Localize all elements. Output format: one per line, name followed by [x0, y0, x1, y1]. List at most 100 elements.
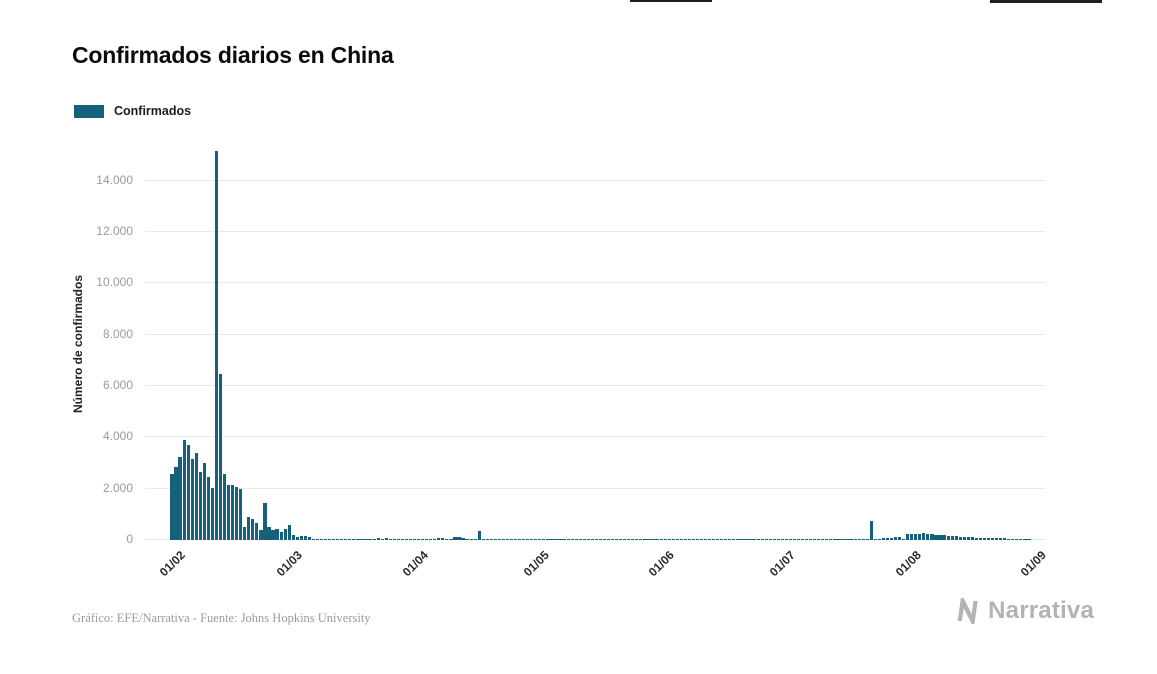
x-tick-label: 01/08 — [892, 548, 924, 580]
bar — [970, 537, 974, 540]
bar — [421, 539, 425, 540]
bar — [817, 539, 821, 540]
bar — [416, 539, 421, 540]
bar — [352, 539, 356, 540]
bar — [279, 531, 283, 540]
bar — [441, 538, 445, 540]
bar — [736, 539, 740, 540]
bar — [255, 523, 259, 540]
bar — [716, 538, 720, 540]
bar — [457, 537, 461, 540]
bar — [214, 151, 219, 540]
bar — [380, 538, 384, 540]
bar — [198, 471, 202, 540]
bar — [190, 459, 194, 540]
bar — [328, 539, 332, 540]
bar — [873, 539, 877, 540]
bar — [809, 539, 813, 540]
bar — [914, 533, 918, 540]
bar — [853, 539, 857, 540]
bar — [594, 539, 599, 540]
narrativa-logo-text: Narrativa — [988, 597, 1094, 624]
y-tick-label: 8.000 — [102, 326, 133, 341]
bar — [695, 539, 700, 540]
bar — [1011, 538, 1015, 540]
bar — [170, 473, 174, 540]
bar — [659, 539, 663, 540]
bar — [299, 536, 303, 540]
bar — [1015, 538, 1019, 540]
bar — [226, 484, 231, 540]
bar — [251, 518, 255, 540]
bar — [675, 539, 679, 540]
bar — [1003, 538, 1007, 540]
bar — [978, 537, 983, 540]
bar — [376, 538, 380, 540]
bar — [489, 539, 493, 540]
bar — [619, 539, 623, 540]
bar — [606, 539, 611, 540]
bar — [760, 539, 764, 540]
bar — [509, 539, 514, 540]
bar — [805, 539, 809, 540]
bar — [615, 539, 619, 540]
bar — [598, 539, 603, 540]
bar — [962, 536, 966, 540]
bar — [841, 539, 845, 540]
bar — [396, 538, 400, 540]
gridline — [145, 231, 1045, 233]
bar — [534, 539, 538, 540]
bar — [404, 538, 409, 540]
bar — [792, 539, 797, 540]
y-tick-label: 14.000 — [96, 172, 133, 187]
bar — [182, 440, 186, 540]
bar — [283, 529, 287, 540]
bar — [918, 534, 922, 540]
bar — [550, 539, 554, 540]
page-title: Confirmados diarios en China — [72, 42, 394, 68]
bar — [465, 538, 469, 540]
top-edge-artifact — [630, 0, 712, 2]
bar — [356, 539, 360, 540]
bar — [384, 538, 388, 540]
bar — [218, 374, 223, 540]
bar — [857, 539, 861, 540]
bar — [974, 537, 978, 540]
bar — [1027, 539, 1031, 540]
bar — [631, 539, 635, 540]
bar — [566, 539, 570, 540]
bar — [461, 537, 465, 540]
x-tick-label: 01/05 — [520, 548, 552, 580]
bar — [505, 539, 510, 540]
bar — [776, 539, 780, 540]
y-tick-label: 12.000 — [96, 224, 133, 239]
gridline — [145, 487, 1045, 489]
bar — [752, 539, 756, 540]
bar — [784, 539, 788, 540]
gridline — [145, 436, 1045, 438]
bar — [400, 539, 404, 540]
bar — [788, 539, 793, 540]
gridline — [145, 333, 1045, 335]
bar — [449, 538, 453, 540]
bar — [643, 539, 647, 540]
bar — [623, 539, 627, 540]
bar — [360, 539, 364, 540]
bar — [311, 538, 316, 540]
bar — [445, 538, 449, 540]
legend: Confirmados — [74, 104, 191, 118]
bar — [202, 463, 206, 540]
bar — [453, 537, 457, 540]
bar — [186, 445, 190, 540]
bar — [732, 539, 736, 540]
bar — [178, 457, 182, 540]
bar — [772, 539, 776, 540]
narrativa-logo-icon — [957, 598, 978, 624]
bar — [954, 536, 958, 540]
bar — [1007, 538, 1011, 540]
bar — [651, 539, 655, 540]
bar — [558, 539, 562, 540]
bar — [287, 525, 291, 540]
bar — [671, 539, 675, 540]
bar — [210, 488, 214, 540]
